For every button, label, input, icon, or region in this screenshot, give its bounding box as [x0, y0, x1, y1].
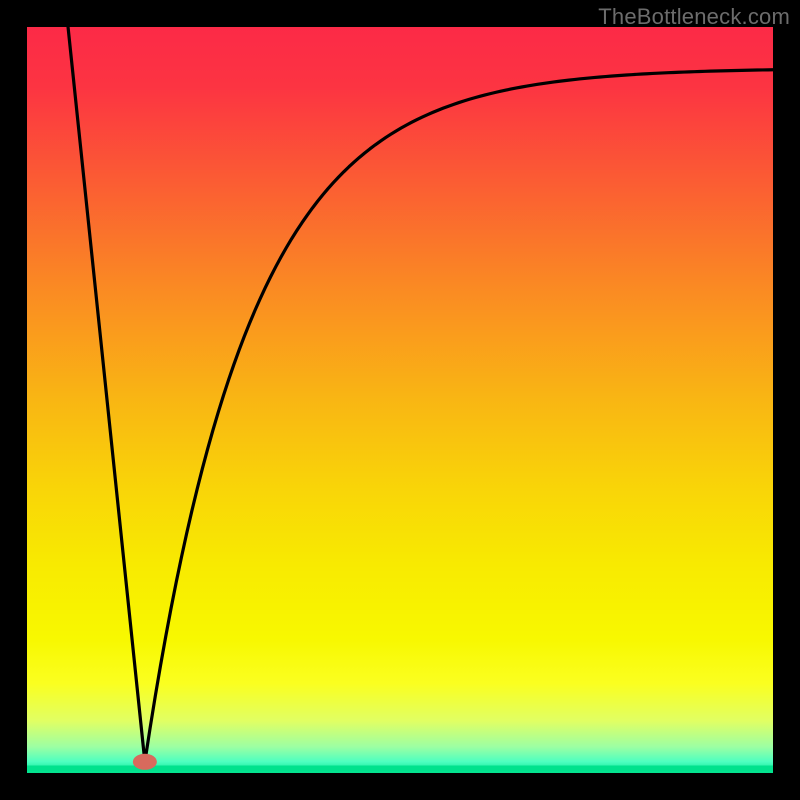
chart-container: TheBottleneck.com [0, 0, 800, 800]
optimal-marker [133, 754, 157, 770]
gradient-background [27, 27, 773, 773]
plot-svg [27, 27, 773, 773]
watermark-text: TheBottleneck.com [598, 4, 790, 30]
plot-area [27, 27, 773, 773]
